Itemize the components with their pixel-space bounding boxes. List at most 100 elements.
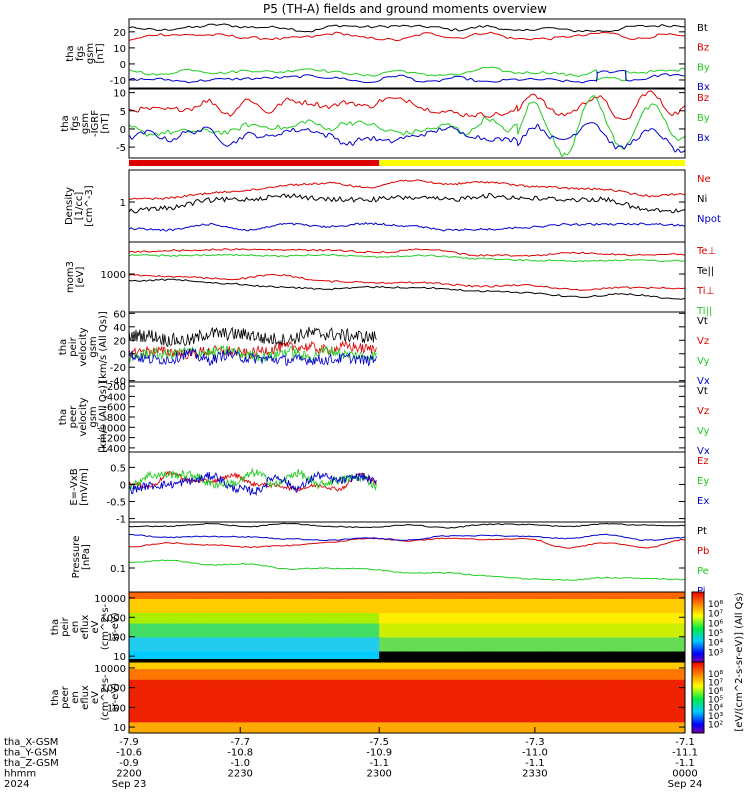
heat-cell (188, 715, 194, 720)
heat-cell (573, 623, 579, 628)
heat-cell (557, 627, 563, 631)
heat-cell (506, 669, 511, 674)
heat-cell (422, 623, 428, 628)
heat-cell (303, 725, 309, 730)
heat-cell (168, 634, 174, 638)
heat-cell (407, 669, 412, 674)
heat-cell (395, 679, 400, 684)
heat-cell (549, 641, 555, 645)
heat-cell (514, 655, 519, 659)
heat-cell (669, 613, 674, 617)
heat-cell (196, 634, 201, 638)
heat-cell (502, 711, 507, 716)
heat-cell (418, 665, 424, 670)
heat-cell (232, 722, 237, 727)
heat-cell (549, 665, 555, 670)
heat-cell (268, 697, 273, 702)
heat-cell (498, 686, 503, 691)
heat-cell (311, 599, 317, 603)
heat-cell (248, 690, 253, 695)
heat-cell (168, 697, 174, 702)
heat-cell (387, 701, 392, 706)
heat-cell (375, 609, 380, 614)
heat-cell (176, 651, 182, 656)
heat-cell (395, 648, 400, 652)
heat-cell (462, 627, 468, 631)
heat-cell (542, 602, 547, 607)
heat-cell (526, 708, 531, 713)
heat-cell (283, 672, 289, 677)
heat-cell (319, 634, 325, 638)
heat-cell (510, 697, 515, 702)
heat-cell (347, 686, 352, 691)
heat-cell (383, 655, 388, 659)
heat-cell (514, 613, 519, 617)
heat-cell (522, 655, 527, 659)
heat-cell (264, 637, 269, 642)
heat-cell (514, 704, 519, 709)
heat-cell (335, 637, 340, 642)
heat-cell (359, 606, 364, 610)
heat-cell (268, 690, 273, 695)
heat-cell (180, 627, 186, 631)
heat-cell (295, 697, 301, 702)
heat-cell (315, 613, 321, 617)
heat-cell (136, 669, 142, 674)
heat-cell (319, 637, 325, 642)
heat-cell (156, 718, 162, 723)
heat-cell (526, 686, 531, 691)
heat-cell (502, 679, 507, 684)
heat-cell (395, 644, 400, 649)
heat-cell (240, 672, 245, 677)
heat-cell (486, 729, 491, 734)
heat-cell (236, 606, 241, 610)
heat-cell (446, 634, 452, 638)
heat-cell (319, 613, 325, 617)
heat-cell (434, 718, 440, 723)
heat-cell (434, 623, 440, 628)
heat-cell (212, 665, 217, 670)
heat-cell (335, 722, 340, 727)
heat-cell (323, 634, 329, 638)
heat-cell (144, 672, 150, 677)
heat-cell (283, 606, 289, 610)
heat-cell (371, 722, 376, 727)
heat-cell (129, 599, 134, 603)
heat-cell (506, 655, 511, 659)
heat-cell (637, 613, 642, 617)
heat-cell (549, 620, 555, 624)
heat-cell (450, 672, 456, 677)
heat-cell (319, 648, 325, 652)
heat-cell (641, 651, 646, 656)
heat-cell (271, 722, 277, 727)
heat-cell (514, 729, 519, 734)
heat-cell (283, 641, 289, 645)
heat-cell (156, 683, 162, 688)
heat-cell (454, 634, 460, 638)
heat-cell (414, 644, 420, 649)
heat-cell (462, 613, 468, 617)
heat-cell (160, 722, 166, 727)
heat-cell (403, 662, 408, 667)
heat-cell (268, 644, 273, 649)
heat-cell (331, 627, 337, 631)
heat-cell (546, 595, 551, 600)
heat-cell (486, 648, 491, 652)
heat-cell (589, 648, 595, 652)
heat-cell (236, 697, 241, 702)
heat-cell (466, 609, 472, 614)
heat-cell (407, 701, 412, 706)
heat-cell (569, 637, 575, 642)
heat-cell (391, 641, 396, 645)
heat-cell (418, 609, 424, 614)
heat-cell (160, 616, 166, 621)
heat-cell (553, 662, 559, 667)
heat-cell (474, 672, 479, 677)
heat-cell (546, 592, 551, 596)
heat-cell (283, 648, 289, 652)
heat-cell (196, 722, 201, 727)
heat-cell (351, 718, 356, 723)
heat-cell (192, 634, 198, 638)
heat-cell (275, 606, 281, 610)
heat-cell (410, 627, 416, 631)
